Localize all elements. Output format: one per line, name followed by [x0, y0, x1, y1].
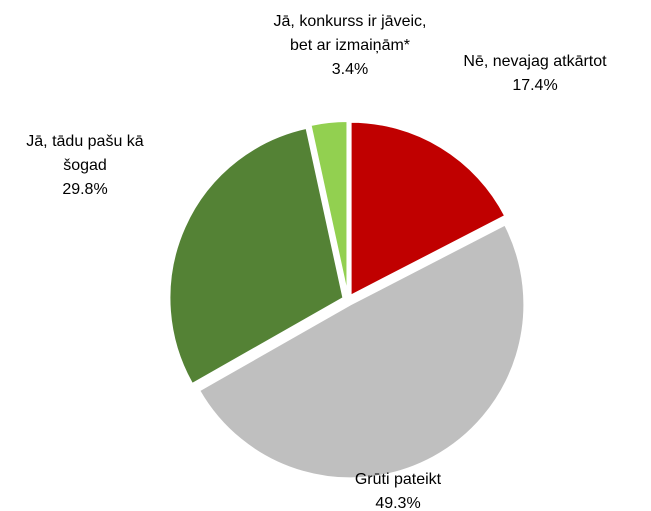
label-line: Jā, tādu pašu kā [26, 133, 144, 150]
pie-slice [197, 223, 526, 480]
label-line: bet ar izmaiņām* [290, 37, 410, 54]
value-label: 3.4% [332, 61, 368, 78]
pie-slice [349, 120, 507, 298]
label-line: Grūti pateikt [355, 471, 442, 488]
slice-label: Nē, nevajag atkārtot [463, 53, 607, 70]
value-label: 17.4% [512, 77, 557, 94]
label-line: Nē, nevajag atkārtot [463, 53, 607, 70]
pie-slice [309, 120, 349, 296]
label-line: šogad [63, 157, 107, 174]
pie-slice [168, 126, 345, 386]
value-label: 49.3% [375, 495, 420, 511]
slice-label: Jā, konkurss ir jāveic, bet ar izmaiņām* [274, 13, 427, 54]
label-line: Jā, konkurss ir jāveic, [274, 13, 427, 30]
slice-label: Grūti pateikt [355, 471, 442, 488]
slice-label: Jā, tādu pašu kā šogad [26, 133, 144, 174]
value-label: 29.8% [62, 181, 107, 198]
